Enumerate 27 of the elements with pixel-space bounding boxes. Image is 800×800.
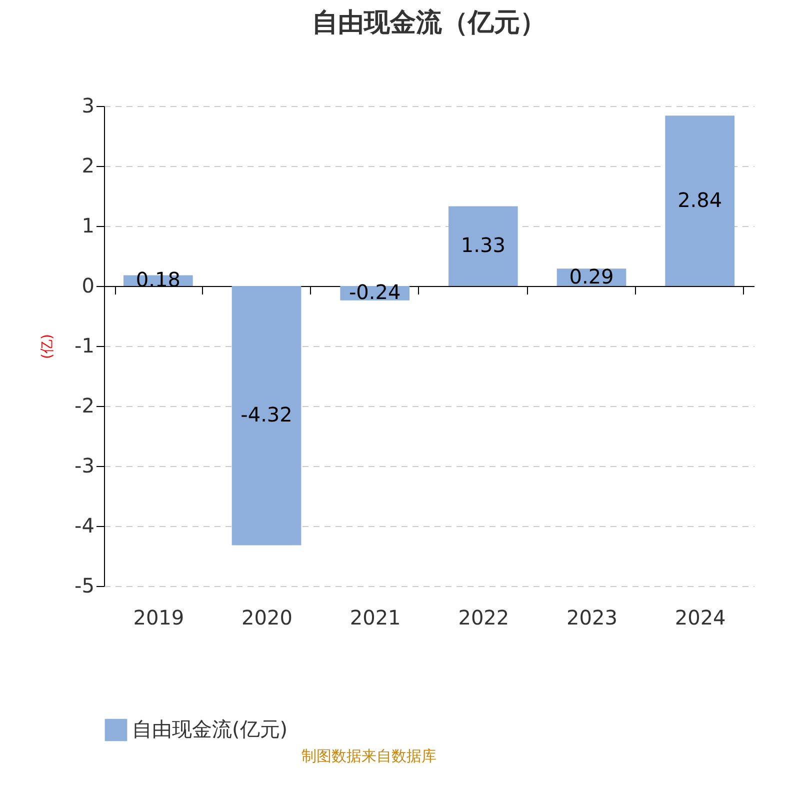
data-label: 2.84: [678, 188, 722, 212]
data-label: -4.32: [240, 402, 292, 427]
text: 制图数据来自数据库: [302, 747, 436, 765]
y-tick-label: -1: [74, 334, 94, 358]
y-tick-label: -3: [74, 454, 94, 478]
y-tick-label: -5: [74, 574, 94, 598]
y-axis-title: (亿): [40, 334, 56, 359]
x-tick-label: 2020: [242, 606, 292, 630]
x-tick-label: 2019: [133, 606, 184, 630]
data-label: 0.29: [569, 264, 614, 288]
bar: [232, 286, 302, 546]
bar: [665, 116, 734, 286]
legend-label: 自由现金流(亿元): [132, 717, 288, 741]
x-tick-label: 2024: [674, 606, 726, 630]
x-tick-label: 2023: [566, 606, 618, 630]
x-tick-label: 2022: [458, 606, 510, 630]
bar: [448, 206, 518, 286]
y-tick-label: 3: [82, 94, 94, 118]
y-tick-label: -4: [74, 514, 94, 538]
y-tick-label: 0: [82, 274, 94, 298]
y-tick-label: 2: [82, 154, 94, 178]
data-label: -0.24: [348, 280, 401, 304]
y-tick-label: -2: [74, 394, 94, 418]
y-tick-label: 1: [82, 214, 94, 238]
data-label: 1.33: [460, 233, 506, 258]
chart-title: 自由现金流（亿元）: [312, 8, 546, 38]
x-tick-label: 2021: [350, 606, 401, 630]
